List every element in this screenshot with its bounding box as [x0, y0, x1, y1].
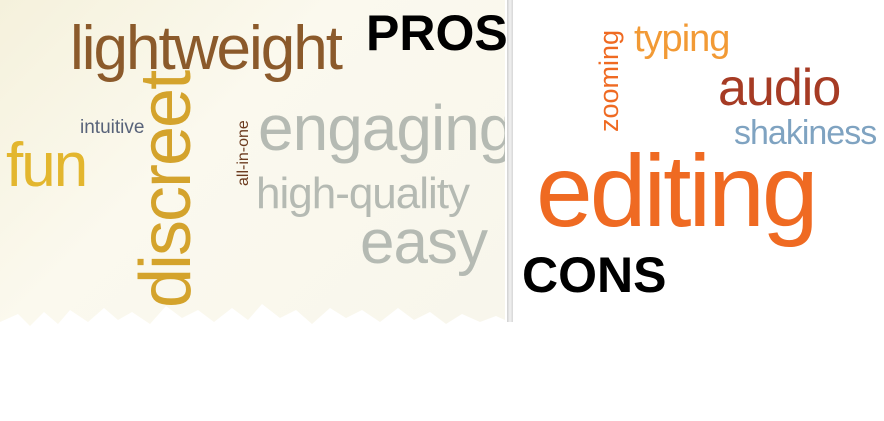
pros-panel: lightweight intuitive fun discreet all-i…	[0, 0, 505, 330]
torn-paper-edge	[0, 304, 505, 421]
word-lightweight: lightweight	[70, 14, 343, 83]
word-high-quality: high-quality	[256, 169, 470, 218]
pros-heading: PROS	[366, 5, 508, 61]
panel-divider	[507, 0, 513, 322]
word-easy: easy	[360, 208, 488, 277]
word-zooming: zooming	[594, 29, 624, 132]
word-fun: fun	[6, 131, 88, 200]
cons-panel: zooming typing audio shakiness editing	[514, 0, 884, 330]
word-audio: audio	[718, 59, 841, 117]
word-typing: typing	[634, 18, 730, 60]
cons-heading: CONS	[522, 247, 667, 303]
word-all-in-one: all-in-one	[235, 120, 252, 186]
word-discreet: discreet	[126, 71, 206, 308]
word-intuitive: intuitive	[80, 117, 145, 138]
word-shakiness: shakiness	[734, 114, 877, 152]
word-engaging: engaging	[258, 92, 505, 164]
word-editing: editing	[536, 134, 819, 248]
